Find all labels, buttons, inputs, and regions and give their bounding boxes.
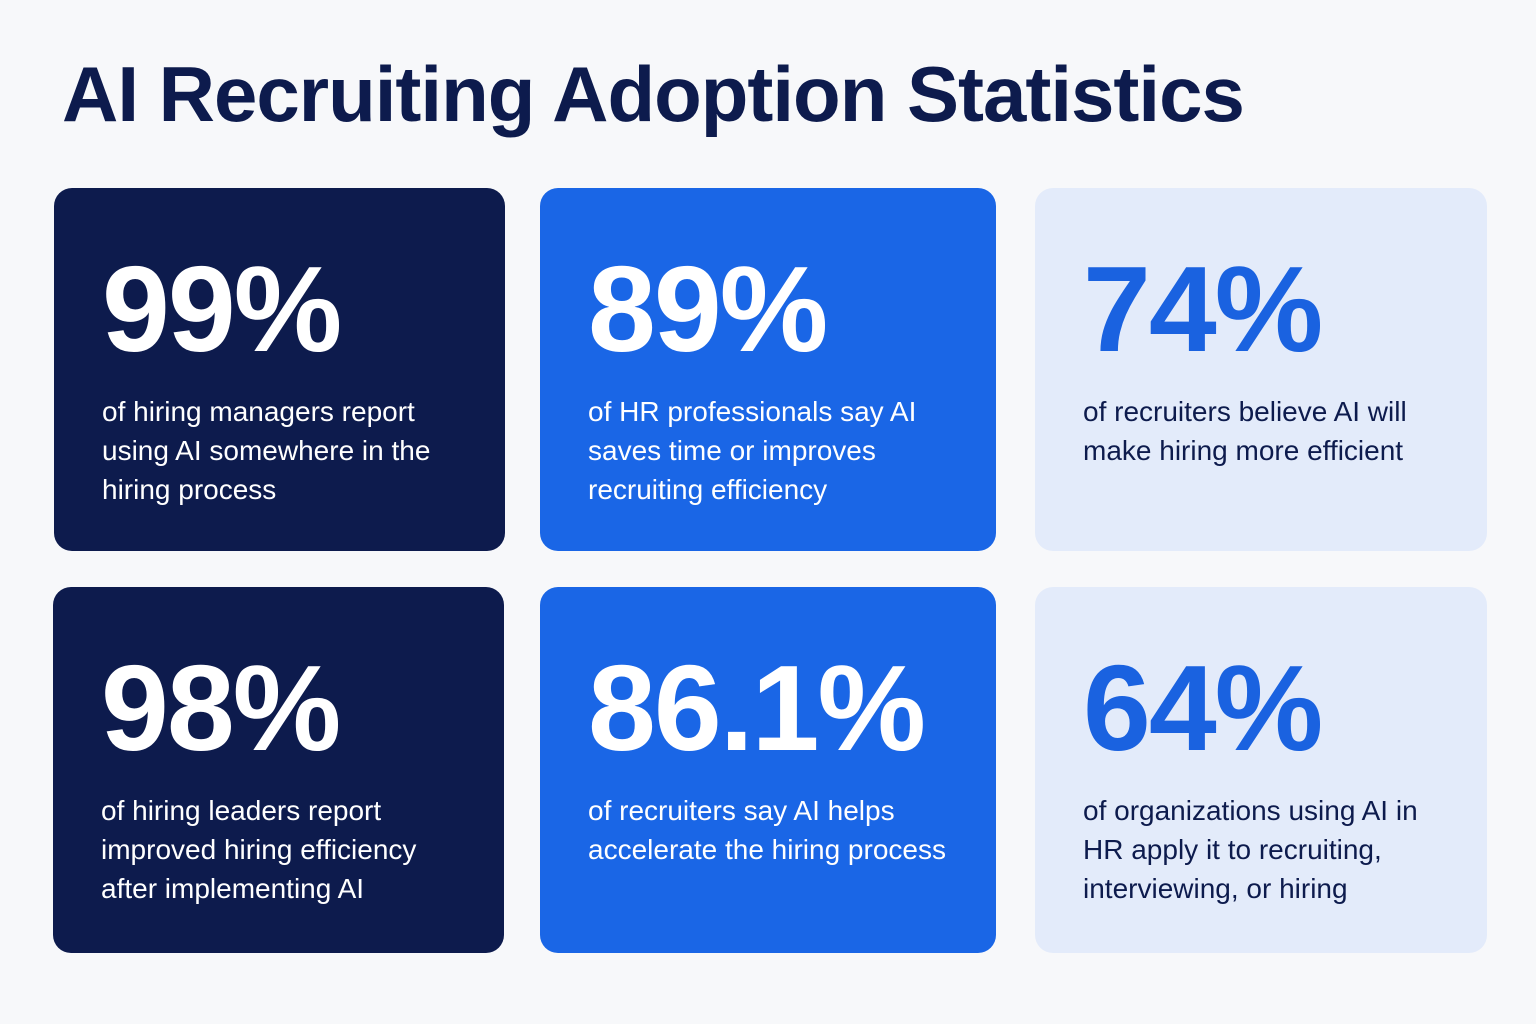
stat-description: of HR professionals say AI saves time or… [588,396,917,505]
stat-card-hiring-leaders: 98% of hiring leaders report improved hi… [53,587,504,953]
stat-description: of organizations using AI in HR apply it… [1083,795,1418,904]
stat-value: 74% [1083,241,1323,377]
stat-value: 98% [101,640,341,776]
stat-description: of hiring leaders report improved hiring… [101,795,417,904]
stat-description: of recruiters say AI helps accelerate th… [588,795,946,865]
stat-card-hiring-managers: 99% of hiring managers report using AI s… [54,188,505,551]
stat-card-hr-professionals: 89% of HR professionals say AI saves tim… [540,188,996,551]
stat-card-recruiters-believe: 74% of recruiters believe AI will make h… [1035,188,1487,551]
stat-card-organizations: 64% of organizations using AI in HR appl… [1035,587,1487,953]
stat-value: 89% [588,241,828,377]
stat-card-recruiters-accelerate: 86.1% of recruiters say AI helps acceler… [540,587,996,953]
stat-value: 64% [1083,640,1323,776]
stat-value: 86.1% [588,640,926,776]
stat-value: 99% [102,241,342,377]
stat-description: of recruiters believe AI will make hirin… [1083,396,1407,466]
page-title: AI Recruiting Adoption Statistics [62,50,1245,138]
stat-description: of hiring managers report using AI somew… [102,396,431,505]
